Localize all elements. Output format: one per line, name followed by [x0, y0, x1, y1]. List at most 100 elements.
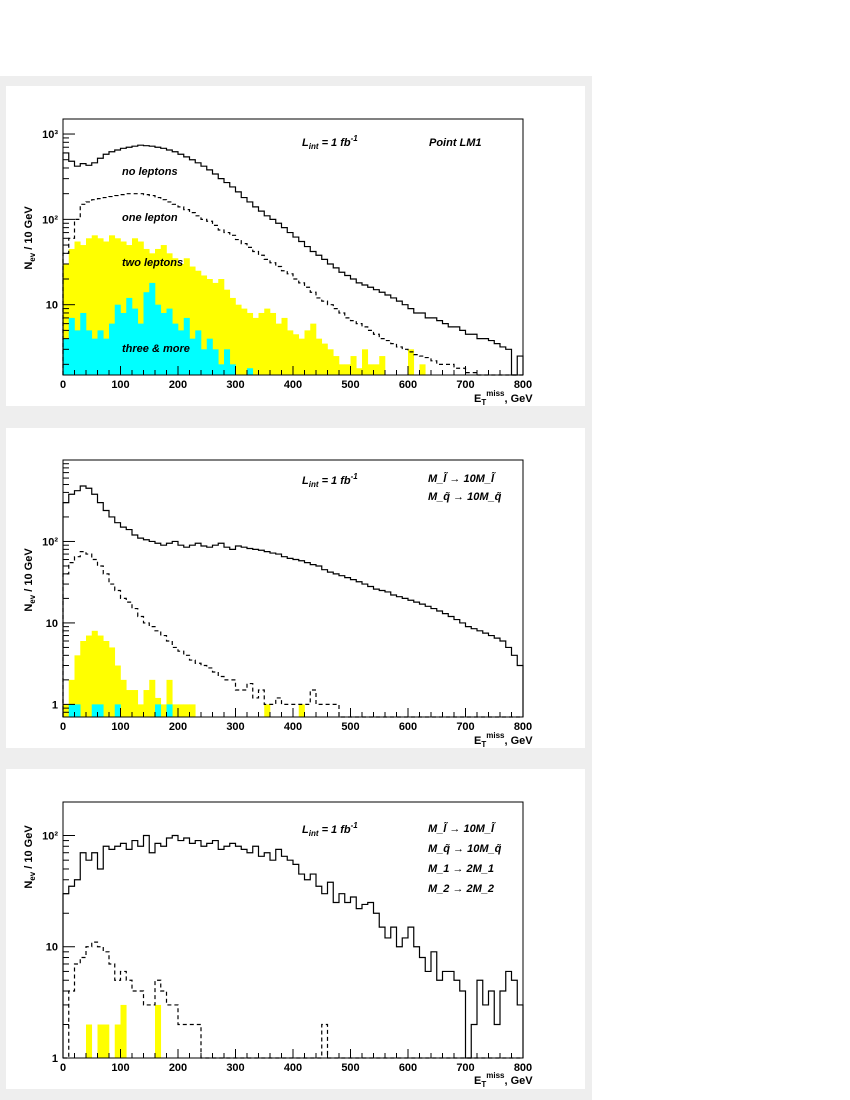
x-tick-label: 500 [341, 379, 359, 391]
info-line: M_l̃ → 10M_l̃ [428, 822, 496, 835]
x-tick-label: 700 [456, 1062, 474, 1074]
x-tick-label: 400 [284, 1062, 302, 1074]
hist-bar-yellow [114, 665, 121, 717]
y-tick-label: 10 [46, 618, 58, 630]
chart-svg-2: 0 100 200 300 400 500 600 700 800 1 10 10² Nev / 10… [23, 801, 533, 1089]
hist-bar-yellow [293, 334, 300, 375]
x-tick-label: 500 [341, 721, 359, 733]
hist-bar-yellow [298, 704, 305, 717]
y-tick-label: 10 [46, 942, 58, 954]
chart-panel-heavy-sleptons: 0 100 200 300 400 500 600 700 800 1 10 10² Nev / 10… [6, 428, 585, 748]
hist-bar-cyan [91, 338, 98, 375]
plot-area-1: 0 100 200 300 400 500 600 700 800 1 10 10² [42, 459, 532, 733]
hist-bar-cyan [114, 704, 121, 717]
hist-bar-yellow [68, 679, 75, 717]
hist-bar-cyan [189, 338, 196, 375]
info-line: M_q̃ → 10M_q̃ [428, 843, 502, 855]
hist-bar-yellow [275, 323, 282, 375]
hist-bar-yellow [218, 279, 225, 375]
hist-bar-yellow [68, 248, 75, 375]
y-tick-label: 10 [46, 300, 58, 312]
hist-bar-cyan [178, 330, 185, 375]
hist-bar-yellow [149, 679, 156, 717]
hist-bar-yellow [86, 238, 93, 375]
hist-bar-yellow [235, 304, 242, 375]
label-no-leptons: no leptons [122, 166, 178, 178]
hist-bar-yellow [120, 241, 127, 375]
hist-bar-yellow [183, 704, 190, 717]
x-tick-label: 400 [284, 721, 302, 733]
chart-ylabel: Nev / 10 GeV [23, 206, 37, 270]
hist-bar-yellow [172, 258, 179, 375]
y-tick-label: 10² [42, 536, 58, 548]
hist-bar-yellow [97, 238, 104, 375]
hist-bar-yellow [74, 241, 81, 375]
hist-bar-yellow [155, 1004, 162, 1058]
hist-bar-yellow [63, 263, 70, 375]
hist-bar-cyan [74, 704, 81, 717]
hist-bar-yellow [247, 312, 254, 375]
hist-bar-cyan [86, 330, 93, 375]
x-tick-label: 600 [399, 379, 417, 391]
info-line: M_l̃ → 10M_l̃ [428, 472, 496, 485]
hist-bar-cyan [166, 704, 173, 717]
hist-bar-yellow [120, 1004, 127, 1058]
hist-bar-cyan [183, 317, 190, 375]
hist-bar-yellow [224, 289, 231, 375]
hist-bar-yellow [63, 704, 70, 717]
chart-ylabel: Nev / 10 GeV [23, 548, 37, 612]
hist-bar-yellow [120, 679, 127, 717]
hist-bar-cyan [143, 292, 150, 375]
hist-bar-cyan [224, 349, 231, 375]
hist-bar-yellow [80, 245, 87, 375]
chart-xlabel: ETmiss, GeV [474, 389, 533, 406]
hist-bar-yellow [91, 235, 98, 375]
hist-bar-cyan [195, 330, 202, 375]
hist-line-solid [62, 485, 524, 717]
info-line: Point LM1 [429, 137, 482, 149]
hist-bar-cyan [63, 338, 70, 375]
x-tick-label: 0 [60, 379, 66, 391]
hist-bar-yellow [126, 690, 133, 717]
info-line: M_2 → 2M_2 [428, 883, 494, 895]
x-tick-label: 200 [169, 721, 187, 733]
label-three-more: three & more [122, 343, 190, 355]
hist-bar-yellow [356, 368, 363, 375]
hist-bar-yellow [189, 704, 196, 717]
hist-bar-yellow [316, 338, 323, 375]
lumi-label: Lint = 1 fb-1 [302, 134, 358, 151]
hist-bar-yellow [178, 263, 185, 375]
hist-bar-cyan [97, 704, 104, 717]
hist-bar-cyan [166, 308, 173, 375]
hist-bar-yellow [103, 1024, 110, 1058]
hist-bar-yellow [109, 235, 116, 375]
hist-bar-yellow [178, 704, 185, 717]
hist-bar-cyan [155, 704, 162, 717]
x-tick-label: 700 [456, 379, 474, 391]
y-tick-label: 1 [52, 699, 58, 711]
hist-bar-yellow [189, 266, 196, 375]
hist-bar-yellow [212, 282, 219, 375]
x-tick-label: 0 [60, 721, 66, 733]
y-tick-label: 10² [42, 830, 58, 842]
hist-bar-cyan [149, 282, 156, 375]
x-tick-label: 800 [514, 1062, 532, 1074]
hist-bar-yellow [339, 364, 346, 375]
x-tick-label: 0 [60, 1062, 66, 1074]
hist-bar-yellow [80, 640, 87, 717]
hist-bar-yellow [304, 330, 311, 375]
hist-bar-yellow [114, 1024, 121, 1058]
x-tick-label: 600 [399, 721, 417, 733]
plot-area-0: 0 100 200 300 400 500 600 700 800 10 10² 10³ [42, 118, 532, 391]
hist-bar-yellow [310, 323, 317, 375]
x-tick-label: 200 [169, 379, 187, 391]
chart-panel-heavy-gauginos: 0 100 200 300 400 500 600 700 800 1 10 10² Nev / 10… [6, 769, 585, 1089]
hist-bar-yellow [166, 679, 173, 717]
x-tick-label: 300 [226, 721, 244, 733]
chart-panel-lm1: 0 100 200 300 400 500 600 700 800 10 10² 10³ Nev / … [6, 86, 585, 406]
y-tick-label: 10² [42, 214, 58, 226]
info-line: M_1 → 2M_1 [428, 863, 494, 875]
hist-bar-cyan [155, 304, 162, 375]
hist-line-dashed [63, 941, 523, 1059]
hist-bar-cyan [68, 704, 75, 717]
